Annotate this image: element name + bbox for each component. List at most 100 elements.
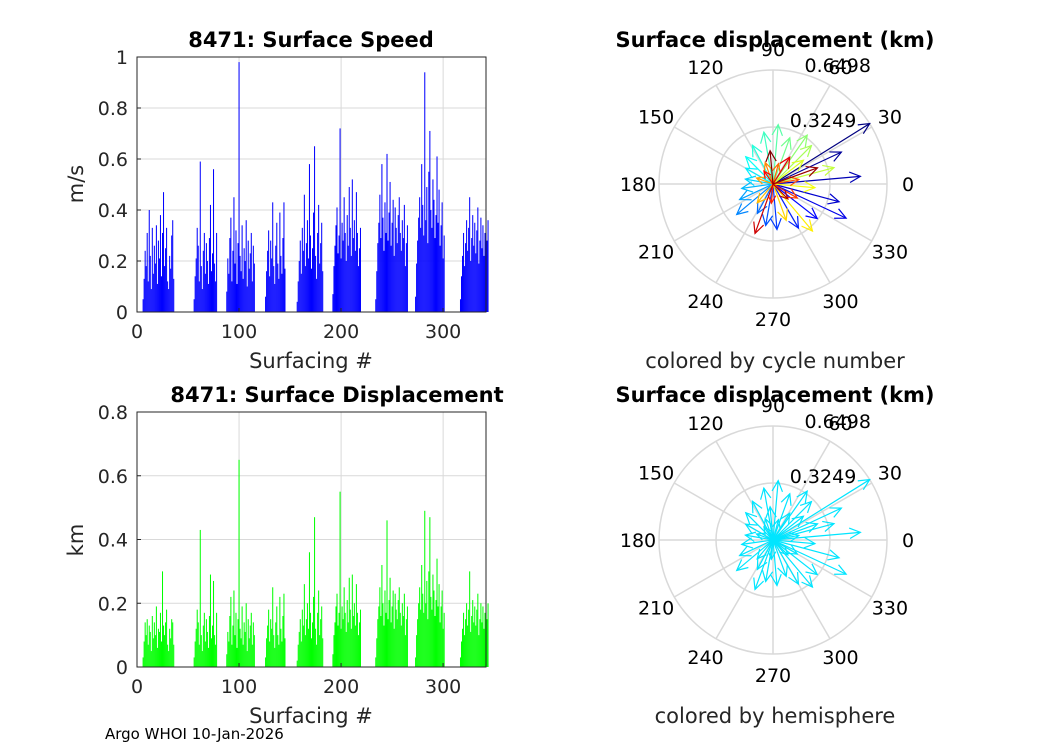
bar — [322, 638, 324, 667]
bar — [342, 240, 344, 312]
bar — [164, 266, 166, 312]
bar — [319, 263, 321, 312]
polar-hemisphere-vectors — [735, 478, 871, 591]
bar — [347, 245, 349, 312]
bar — [234, 635, 236, 668]
bar — [171, 235, 173, 312]
displacement-chart: 0 0.2 0.4 0.6 0.8 0 100 200 300 8471: Surface Di… — [64, 383, 504, 728]
bar — [380, 616, 382, 667]
bar — [476, 230, 478, 312]
bar — [206, 261, 208, 312]
bar — [386, 520, 388, 668]
bar — [209, 574, 211, 667]
x-tick-label: 200 — [323, 321, 359, 343]
bar — [349, 609, 351, 668]
displacement-ylabel: km — [64, 524, 88, 557]
bar — [252, 245, 254, 312]
polar-spoke — [772, 482, 873, 541]
bar — [357, 266, 359, 312]
bar — [393, 628, 395, 667]
bar — [269, 276, 271, 312]
bar — [237, 243, 239, 312]
bar — [392, 199, 394, 312]
bar — [320, 619, 322, 667]
bar — [393, 255, 395, 312]
bar — [244, 631, 246, 667]
bar — [155, 606, 157, 667]
bar — [335, 225, 337, 312]
bar — [278, 278, 280, 312]
bar — [469, 197, 471, 312]
bar — [339, 491, 341, 667]
bar — [420, 227, 422, 312]
speed-axes-box — [136, 56, 487, 313]
bar — [353, 603, 355, 667]
bar — [200, 635, 202, 668]
bar — [299, 619, 301, 667]
bar — [321, 606, 323, 667]
bar — [159, 612, 161, 667]
bar — [169, 628, 171, 667]
bar — [276, 222, 278, 312]
bar — [344, 612, 346, 667]
displacement-vector — [765, 149, 777, 185]
polar-hemisphere-title: Surface displacement (km) — [615, 383, 934, 407]
displacement-vector — [772, 183, 841, 205]
bar — [316, 644, 318, 667]
bar — [439, 245, 441, 312]
bar — [386, 153, 388, 312]
bar — [151, 616, 153, 667]
bar — [350, 628, 352, 667]
bar — [389, 181, 391, 312]
angle-label: 90 — [761, 395, 785, 417]
bar — [144, 250, 146, 312]
bar — [173, 278, 175, 312]
bar — [432, 179, 434, 312]
bar — [351, 179, 353, 312]
bar — [147, 644, 149, 667]
bar — [466, 603, 468, 667]
bar — [231, 281, 233, 312]
bar — [436, 558, 438, 668]
bar — [239, 255, 241, 312]
bar — [215, 281, 217, 312]
bar — [344, 232, 346, 312]
bar — [159, 215, 161, 312]
bar — [388, 600, 390, 667]
bar — [388, 212, 390, 312]
speed-ylabel: m/s — [64, 165, 88, 203]
polar-hemisphere-labels: 0 30 60 90 120 150 180 210 240 270 300 330 0.3249 0.6… — [620, 395, 914, 687]
polar-hemisphere-caption: colored by hemisphere — [655, 704, 896, 728]
displacement-vector — [756, 183, 774, 204]
polar-cycle-caption: colored by cycle number — [645, 349, 905, 373]
bar — [382, 217, 384, 312]
bar — [166, 609, 168, 668]
bar — [479, 240, 481, 312]
bar — [421, 565, 423, 667]
bar — [418, 217, 420, 312]
radius-label: 0.6498 — [805, 55, 871, 77]
bar — [429, 130, 431, 312]
displacement-vector — [772, 539, 848, 575]
x-tick-label: 300 — [425, 321, 461, 343]
bar — [390, 245, 392, 312]
bar — [381, 164, 383, 312]
bar — [241, 225, 243, 312]
bar — [271, 628, 273, 667]
bar — [387, 240, 389, 312]
bar — [268, 609, 270, 668]
polar-hemisphere-chart: 0 30 60 90 120 150 180 210 240 270 300 330 0.3249 0.6… — [615, 383, 934, 728]
bar — [484, 232, 486, 312]
bar — [198, 281, 200, 312]
bar — [296, 301, 298, 312]
displacement-vector — [772, 165, 819, 185]
y-tick-label: 0.2 — [98, 251, 128, 273]
bar — [487, 603, 489, 667]
angle-label: 0 — [902, 530, 914, 552]
speed-xlabel: Surfacing # — [249, 349, 373, 373]
bar — [403, 204, 405, 312]
bar — [442, 258, 444, 312]
polar-spoke — [715, 84, 774, 185]
bar — [227, 258, 229, 312]
displacement-vector — [772, 492, 792, 541]
